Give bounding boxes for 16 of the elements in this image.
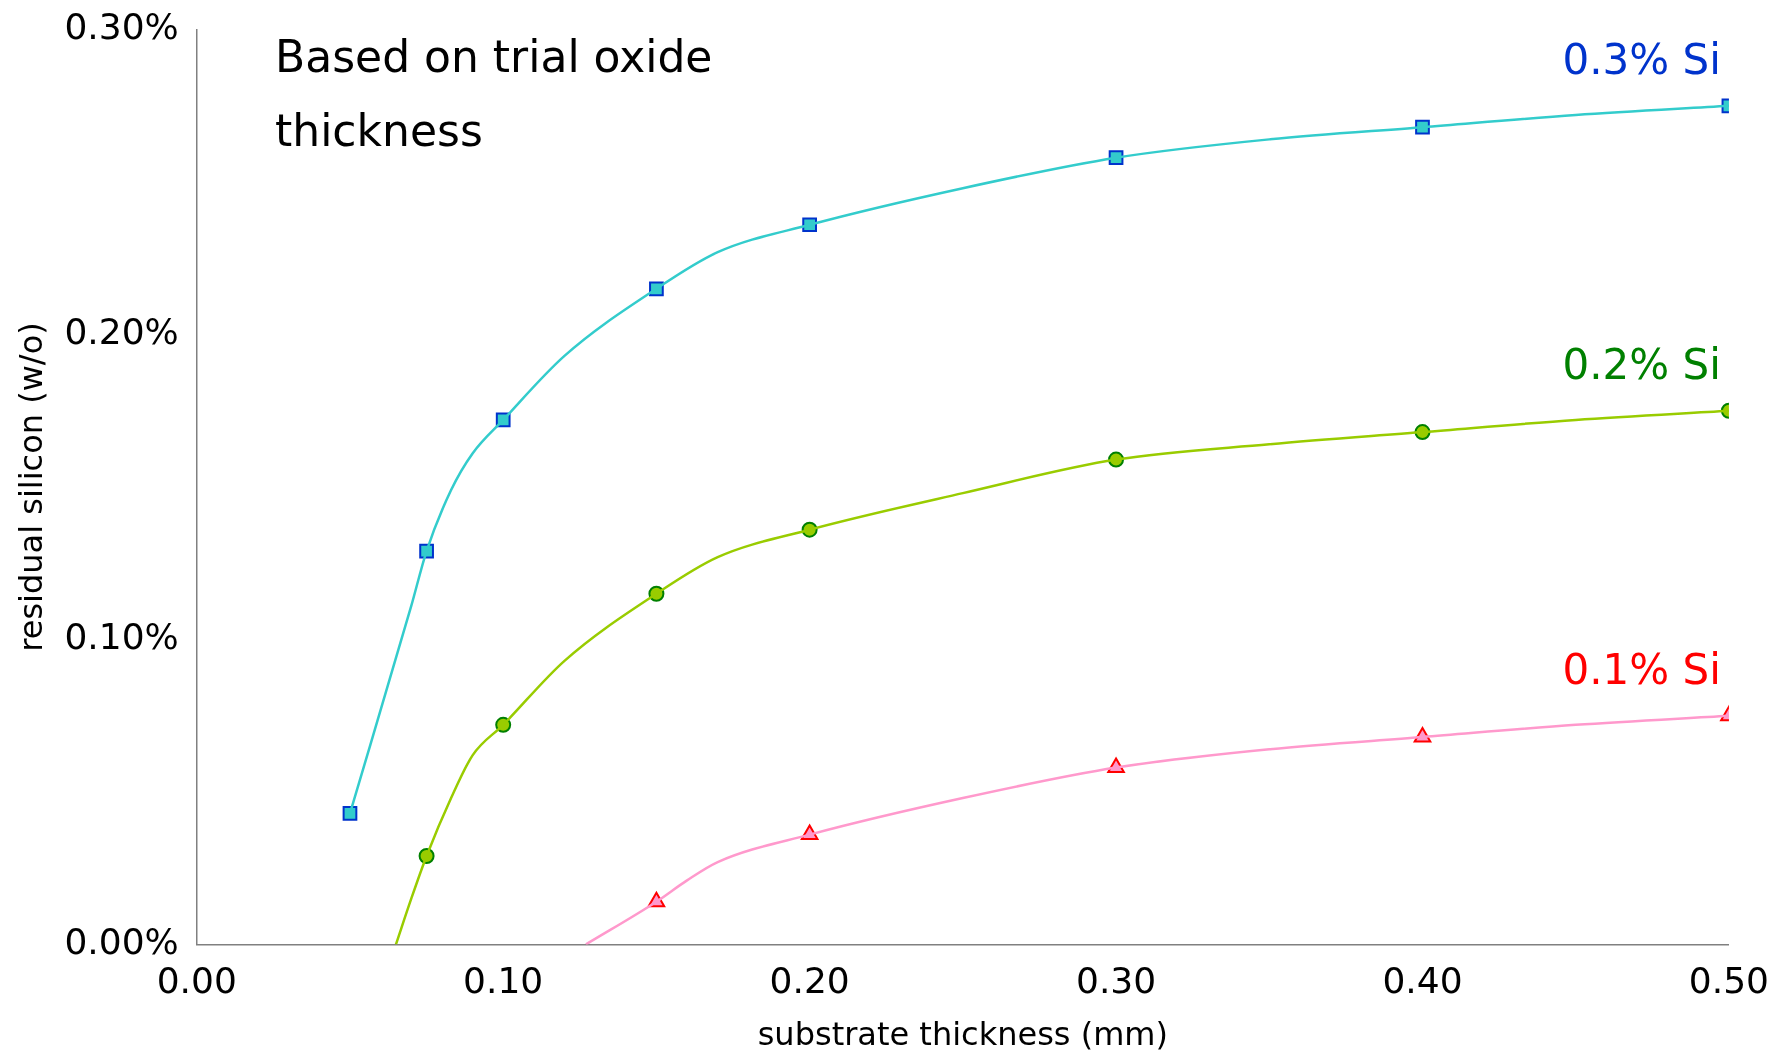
x-tick-label: 0.20: [769, 960, 850, 1002]
x-tick-label: 0.40: [1382, 960, 1463, 1002]
y-tick-label: 0.30%: [64, 5, 179, 47]
y-tick-label: 0.10%: [64, 615, 179, 657]
x-tick-label: 0.50: [1688, 960, 1769, 1002]
y-tick-label: 0.00%: [64, 920, 179, 962]
x-tick-label: 0.00: [156, 960, 237, 1002]
series-label: 0.2% Si: [1562, 339, 1721, 389]
series-label: 0.1% Si: [1562, 644, 1721, 694]
x-axis-title: substrate thickness (mm): [757, 1015, 1168, 1054]
x-tick-label: 0.10: [463, 960, 544, 1002]
annotation: Based on trial oxide thickness: [275, 30, 714, 158]
series-label: 0.3% Si: [1562, 34, 1721, 84]
y-tick-label: 0.20%: [64, 310, 179, 352]
x-tick-label: 0.30: [1075, 960, 1157, 1002]
y-axis-title: residual silicon (w/o): [11, 322, 50, 652]
